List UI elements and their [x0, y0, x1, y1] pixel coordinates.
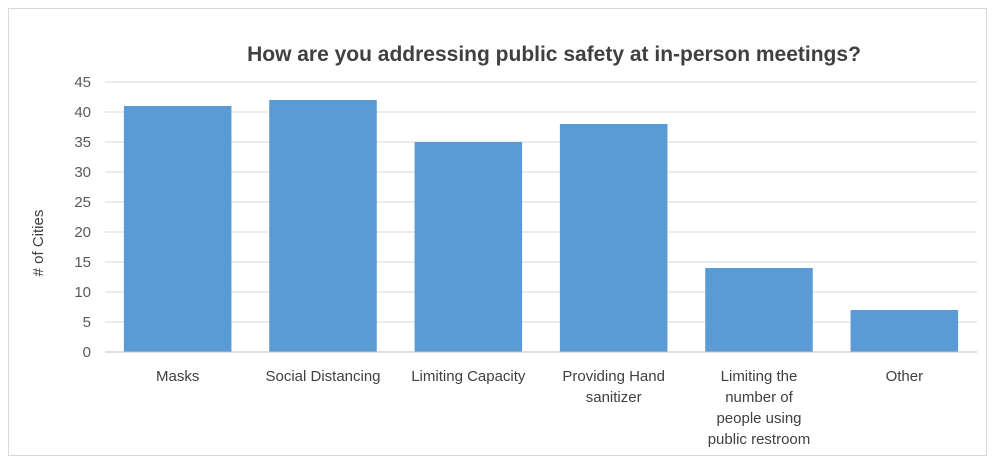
y-tick-label: 10	[74, 284, 91, 301]
y-tick-label: 40	[74, 104, 91, 121]
y-tick-label: 5	[83, 314, 91, 331]
y-tick-label: 30	[74, 164, 91, 181]
x-tick-label: Limiting the number of people using public …	[708, 368, 811, 448]
y-tick-label: 0	[83, 344, 91, 361]
bar	[269, 100, 377, 352]
bar	[559, 124, 668, 352]
y-tick-label: 35	[74, 134, 91, 151]
bars	[123, 100, 959, 352]
y-axis-label: # of Cities	[30, 210, 47, 277]
y-tick-label: 15	[74, 254, 91, 271]
chart-frame: How are you addressing public safety at …	[8, 8, 987, 456]
y-tick-label: 25	[74, 194, 91, 211]
x-axis-labels: Masks Social Distancing Limiting Capacity P…	[156, 368, 923, 448]
bar	[850, 310, 959, 352]
chart-title: How are you addressing public safety at …	[247, 43, 861, 66]
bar	[414, 142, 523, 352]
y-tick-label: 45	[74, 74, 91, 91]
y-tick-label: 20	[74, 224, 91, 241]
x-tick-label: Limiting Capacity	[411, 368, 526, 385]
bar-chart: How are you addressing public safety at …	[30, 43, 977, 448]
gridlines	[105, 81, 977, 323]
x-tick-label: Social Distancing	[265, 368, 380, 385]
bar	[123, 106, 232, 352]
y-axis-ticks: 0 5 10 15 20 25 30 35 40 45	[74, 74, 91, 361]
x-tick-label: Masks	[156, 368, 199, 385]
x-tick-label: Other	[886, 368, 924, 385]
x-tick-label: Providing Hand sanitizer	[562, 368, 665, 406]
bar	[705, 268, 813, 352]
